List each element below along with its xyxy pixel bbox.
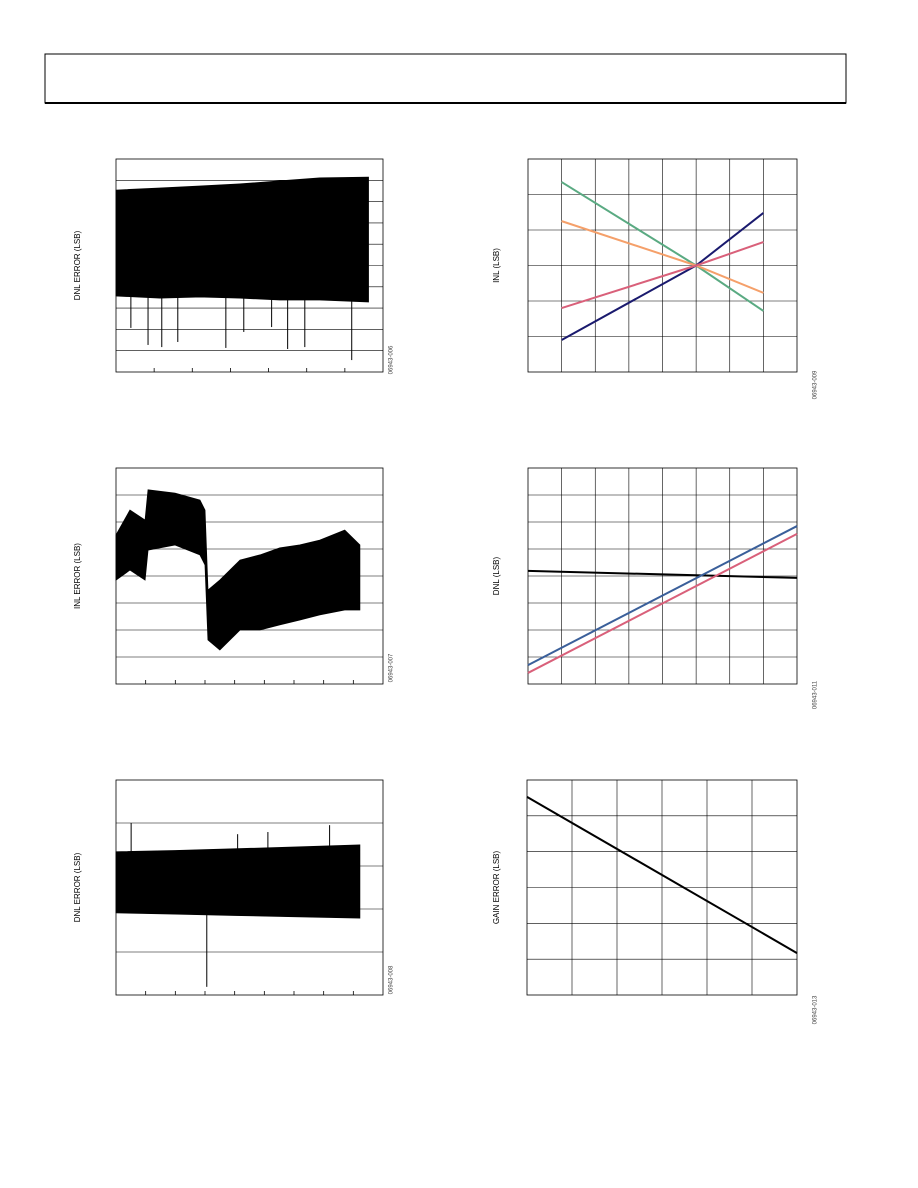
y-axis-label: DNL ERROR (LSB) (73, 230, 82, 300)
y-axis-label: DNL (LSB) (492, 556, 501, 595)
figure-id: 06943-008 (389, 965, 395, 994)
figure-id: 06943-007 (389, 653, 395, 682)
figure-id: 06943-006 (389, 345, 395, 374)
noise-band (115, 489, 361, 651)
y-axis-label: GAIN ERROR (LSB) (492, 850, 501, 924)
header-box (44, 53, 847, 104)
noise-band (115, 176, 369, 303)
y-axis-label: DNL ERROR (LSB) (73, 852, 82, 922)
figure-id: 06943-009 (813, 370, 819, 399)
y-axis-label: INL ERROR (LSB) (73, 543, 82, 609)
data-line (527, 569, 798, 579)
data-line (527, 525, 798, 666)
data-line (526, 795, 798, 954)
data-line (527, 532, 798, 674)
y-axis-label: INL (LSB) (492, 248, 501, 283)
figure-id: 06943-011 (813, 680, 819, 709)
data-line (561, 241, 764, 310)
figure-id: 06943-013 (813, 995, 819, 1024)
